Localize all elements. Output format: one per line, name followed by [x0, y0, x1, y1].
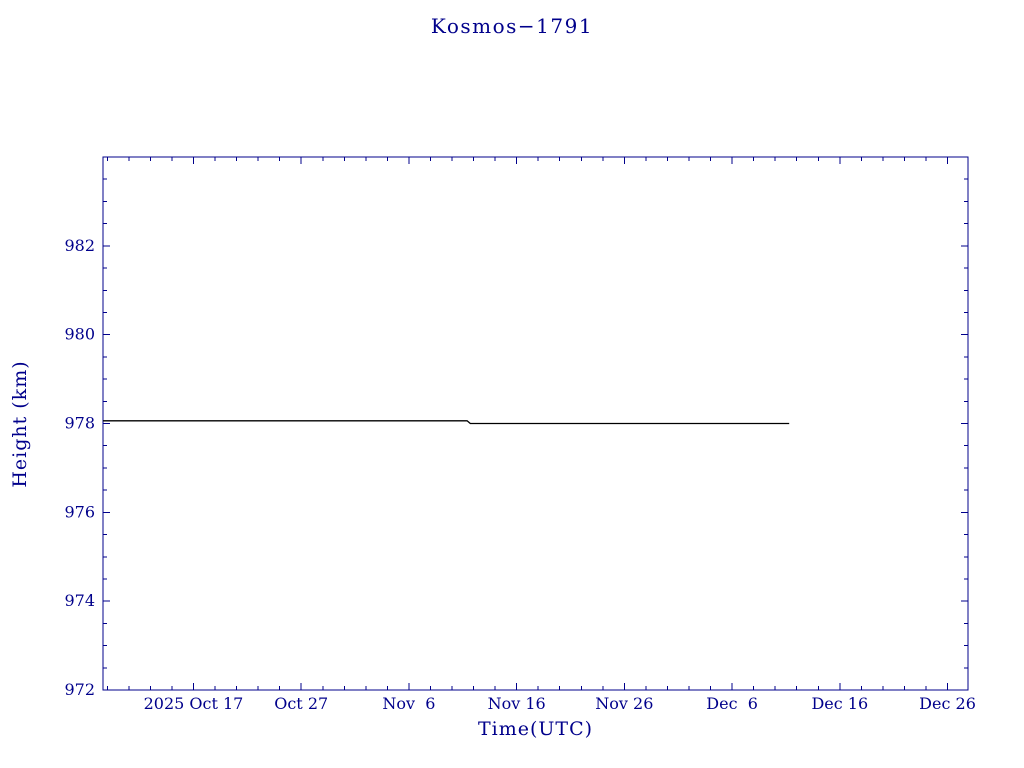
y-tick-label: 978 — [64, 414, 95, 433]
chart-title: Kosmos−1791 — [430, 14, 594, 38]
y-tick-label: 972 — [64, 680, 95, 699]
y-tick-label: 976 — [64, 502, 95, 521]
x-tick-label: Oct 27 — [274, 694, 328, 713]
x-tick-label: Nov 16 — [488, 694, 546, 713]
y-tick-label: 982 — [64, 236, 95, 255]
x-tick-label: Nov 6 — [382, 694, 435, 713]
x-tick-label: Dec 26 — [919, 694, 976, 713]
x-tick-label: Dec 16 — [811, 694, 868, 713]
height-series-line — [103, 420, 790, 425]
y-tick-label: 980 — [64, 325, 95, 344]
x-tick-label: Nov 26 — [595, 694, 653, 713]
x-axis-label: Time(UTC) — [477, 718, 594, 740]
y-tick-label: 974 — [64, 591, 95, 610]
x-tick-label: Dec 6 — [706, 694, 758, 713]
x-tick-label: 2025 Oct 17 — [144, 694, 244, 713]
